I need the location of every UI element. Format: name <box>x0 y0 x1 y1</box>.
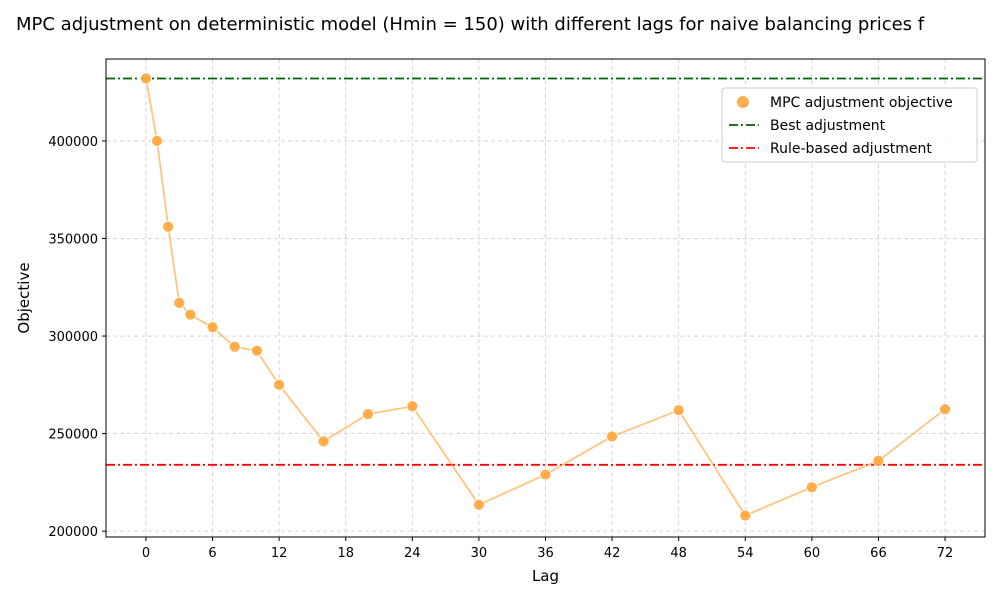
x-axis-label: Lag <box>532 567 559 585</box>
x-tick-label: 6 <box>208 546 216 561</box>
y-tick-label: 400000 <box>48 135 98 150</box>
legend-label: Best adjustment <box>770 118 886 134</box>
legend: MPC adjustment objective Best adjustment R… <box>721 87 978 163</box>
data-point <box>228 340 241 353</box>
legend-frame <box>721 87 978 163</box>
data-point <box>173 296 186 309</box>
data-point <box>140 72 152 85</box>
x-tick-label: 0 <box>142 546 150 561</box>
data-point <box>151 135 163 147</box>
data-point <box>406 400 419 413</box>
legend-marker <box>737 96 749 108</box>
data-point <box>739 509 752 522</box>
data-point <box>539 468 552 481</box>
x-tick-label: 48 <box>670 546 687 561</box>
x-tick-label: 24 <box>404 546 421 561</box>
x-tick-label: 54 <box>737 546 754 561</box>
x-axis: 0 6 12 18 24 30 36 42 48 54 60 66 72 <box>142 537 954 561</box>
data-point <box>273 378 286 391</box>
legend-label: Rule-based adjustment <box>770 141 932 157</box>
data-point <box>251 344 263 357</box>
data-point <box>362 408 374 420</box>
y-axis-label: Objective <box>15 262 33 333</box>
x-tick-label: 60 <box>804 546 821 561</box>
reference-lines <box>106 77 985 466</box>
y-axis: 200000 250000 300000 350000 400000 <box>48 135 106 540</box>
data-point <box>162 220 175 233</box>
data-point <box>473 498 485 511</box>
y-tick-label: 250000 <box>48 428 98 443</box>
data-point <box>317 435 330 448</box>
data-point <box>805 481 818 494</box>
x-tick-label: 36 <box>537 546 554 561</box>
data-point <box>206 321 219 334</box>
x-tick-label: 18 <box>337 546 354 561</box>
x-tick-label: 66 <box>870 546 887 561</box>
data-point <box>872 455 885 467</box>
x-tick-label: 72 <box>937 546 954 561</box>
data-point <box>939 403 951 416</box>
data-point <box>606 430 618 443</box>
x-tick-label: 42 <box>604 546 621 561</box>
x-tick-label: 30 <box>471 546 488 561</box>
points-group <box>140 72 951 522</box>
data-point <box>184 308 197 321</box>
chart-title: MPC adjustment on deterministic model (H… <box>16 14 925 35</box>
y-tick-label: 350000 <box>48 232 98 247</box>
data-point <box>672 404 685 417</box>
legend-label: MPC adjustment objective <box>770 95 953 111</box>
y-tick-label: 200000 <box>48 525 98 540</box>
y-tick-label: 300000 <box>48 330 98 345</box>
x-tick-label: 12 <box>271 546 288 561</box>
